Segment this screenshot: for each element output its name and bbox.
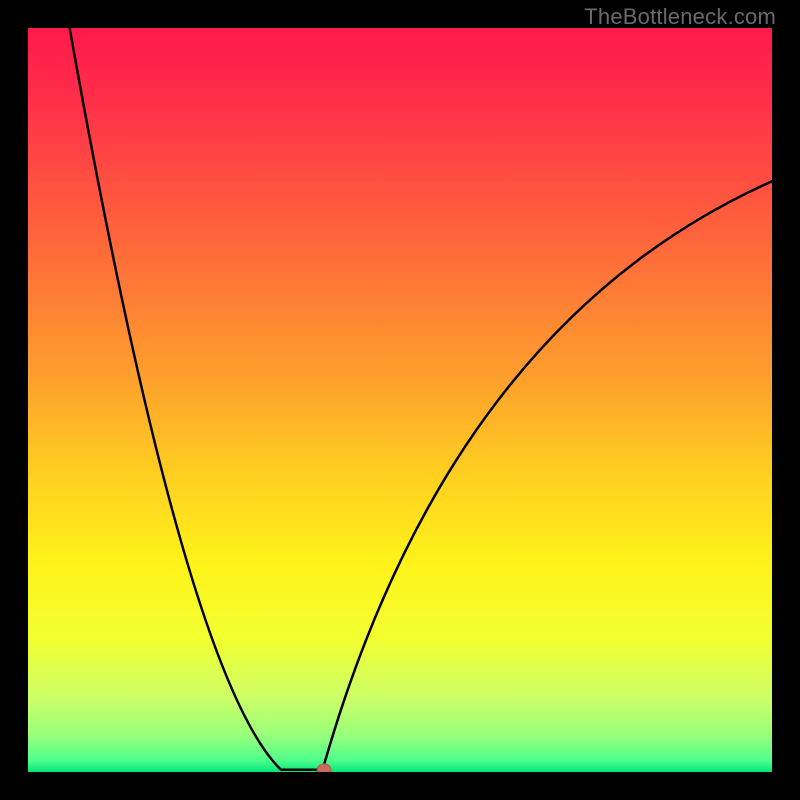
gradient-background [28,28,772,772]
chart-container: TheBottleneck.com [0,0,800,800]
plot-area [28,28,772,772]
plot-svg [28,28,772,772]
optimal-point-marker [317,764,331,772]
watermark-label: TheBottleneck.com [584,4,776,30]
